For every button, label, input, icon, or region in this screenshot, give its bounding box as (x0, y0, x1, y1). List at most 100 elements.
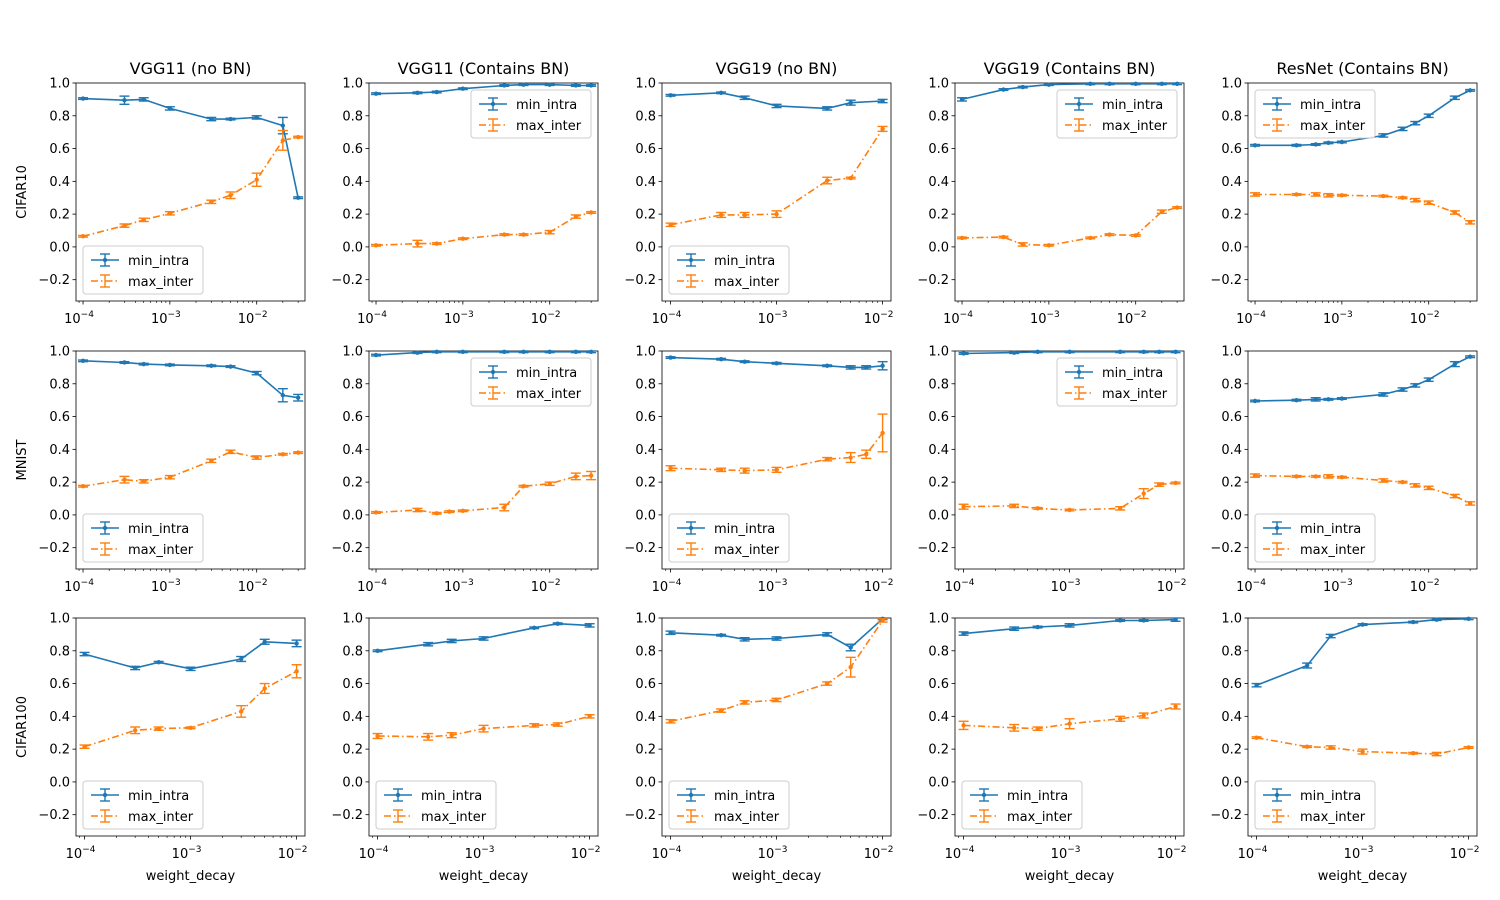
min_intra-point (460, 349, 466, 355)
x-tick-label: 10−4 (357, 310, 387, 327)
legend-marker (1274, 792, 1280, 798)
min_intra-point (294, 641, 299, 646)
legend-marker (1076, 369, 1082, 375)
min_intra-point (238, 656, 244, 662)
max_inter-line (375, 211, 592, 247)
legend-frame (1254, 780, 1376, 830)
legend-label-min-intra: min_intra (714, 254, 775, 269)
min_intra-point (848, 100, 853, 105)
max_inter-point (295, 450, 301, 455)
min_intra-point (824, 632, 830, 637)
max_inter-point (1360, 749, 1365, 754)
x-axis-label: weight_decay (146, 869, 236, 884)
x-tick-label: 10−2 (1157, 578, 1187, 595)
y-tick-label: 0.8 (49, 377, 70, 392)
max_inter-point (1466, 745, 1471, 750)
legend: min_intra max_inter (470, 357, 592, 407)
legend: min_intra max_inter (668, 513, 790, 563)
subplot-title: VGG11 (Contains BN) (398, 59, 570, 78)
x-tick-label: 10−2 (864, 578, 894, 595)
legend-label-max-inter: max_inter (1300, 119, 1366, 134)
min_intra-point (1434, 617, 1439, 622)
x-tick-label: 10−3 (1051, 845, 1081, 862)
min_intra-point (959, 97, 965, 102)
x-tick-label: 10−4 (945, 578, 975, 595)
max_inter-point (238, 709, 244, 714)
legend-marker (102, 792, 108, 798)
min_intra-point (373, 352, 379, 358)
max_inter-point (425, 734, 431, 740)
min_intra-point (1011, 626, 1017, 631)
min_intra-point (209, 116, 214, 122)
max_inter-point (1011, 725, 1017, 731)
legend-label-max-inter: max_inter (128, 543, 194, 558)
max_inter-point (1467, 220, 1473, 225)
min_intra-point (1381, 392, 1386, 397)
x-tick-label: 10−4 (64, 310, 94, 327)
subplot-cifar100-3: −0.2 0.0 0.2 0.4 0.6 0.8 1.0 10−4 10−3 10−2 weight… (624, 612, 893, 885)
max_inter-point (375, 733, 380, 739)
row-label: MNIST (15, 439, 30, 480)
subplot-title: VGG19 (Contains BN) (984, 59, 1156, 78)
y-tick-label: 0.8 (1221, 109, 1242, 124)
max_inter-point (742, 212, 747, 218)
y-tick-label: −0.2 (917, 541, 949, 556)
min_intra-point (1254, 683, 1259, 688)
min_intra-point (132, 665, 138, 671)
x-tick-label: 10−2 (1410, 578, 1440, 595)
max_inter-point (1326, 193, 1331, 198)
y-tick-label: 0.8 (49, 109, 70, 124)
y-tick-label: 0.6 (49, 410, 70, 425)
y-tick-label: 0.6 (49, 677, 70, 692)
axes-frame (75, 350, 306, 570)
min_intra-point (880, 363, 885, 368)
x-tick-label: 10−2 (1157, 845, 1187, 862)
y-tick-label: 0.2 (49, 476, 70, 491)
max_inter-point (1001, 234, 1006, 240)
min_intra-point (774, 103, 779, 109)
y-tick-label: 0.2 (342, 743, 363, 758)
min_intra-point (573, 349, 579, 355)
legend: min_intra max_inter (1056, 357, 1178, 407)
max_inter-point (449, 732, 454, 738)
min_intra-line (670, 618, 884, 649)
x-tick-label: 10−2 (1450, 845, 1480, 862)
y-tick-label: 0.2 (635, 476, 656, 491)
y-tick-label: 0.4 (928, 443, 949, 458)
min_intra-point (1328, 633, 1333, 639)
y-tick-label: 0.6 (1221, 677, 1242, 692)
y-tick-label: 0.0 (928, 508, 949, 523)
y-tick-label: 0.2 (635, 743, 656, 758)
max_inter-point (573, 214, 579, 219)
max_inter-point (1035, 726, 1040, 731)
max_inter-point (209, 199, 214, 205)
x-tick-label: 10−4 (1236, 578, 1266, 595)
min_intra-point (449, 638, 454, 644)
y-tick-label: 1.0 (1221, 612, 1242, 627)
min_intra-point (880, 98, 885, 104)
x-tick-label: 10−4 (64, 578, 94, 595)
min_intra-point (573, 83, 579, 88)
legend-label-max-inter: max_inter (1300, 543, 1366, 558)
x-tick-label: 10−4 (652, 310, 682, 327)
min_intra-point (1156, 349, 1162, 355)
y-tick-label: 0.6 (928, 410, 949, 425)
min_intra-point (1294, 143, 1299, 148)
min_intra-point (502, 83, 507, 88)
legend-label-min-intra: min_intra (128, 522, 189, 537)
min_intra-point (434, 89, 439, 95)
x-tick-label: 10−3 (444, 310, 474, 327)
y-tick-label: 0.2 (49, 743, 70, 758)
y-tick-label: 0.0 (1221, 240, 1242, 255)
min_intra-point (1413, 383, 1418, 388)
min_intra-line (84, 640, 297, 670)
min_intra-point (280, 393, 286, 398)
y-tick-label: 0.0 (928, 775, 949, 790)
plot-area (665, 616, 888, 724)
min_intra-point (668, 630, 673, 635)
legend-label-max-inter: max_inter (128, 810, 194, 825)
max_inter-point (961, 723, 966, 728)
min_intra-point (1400, 126, 1405, 132)
legend: min_intra max_inter (82, 513, 204, 563)
max_inter-point (280, 138, 286, 143)
